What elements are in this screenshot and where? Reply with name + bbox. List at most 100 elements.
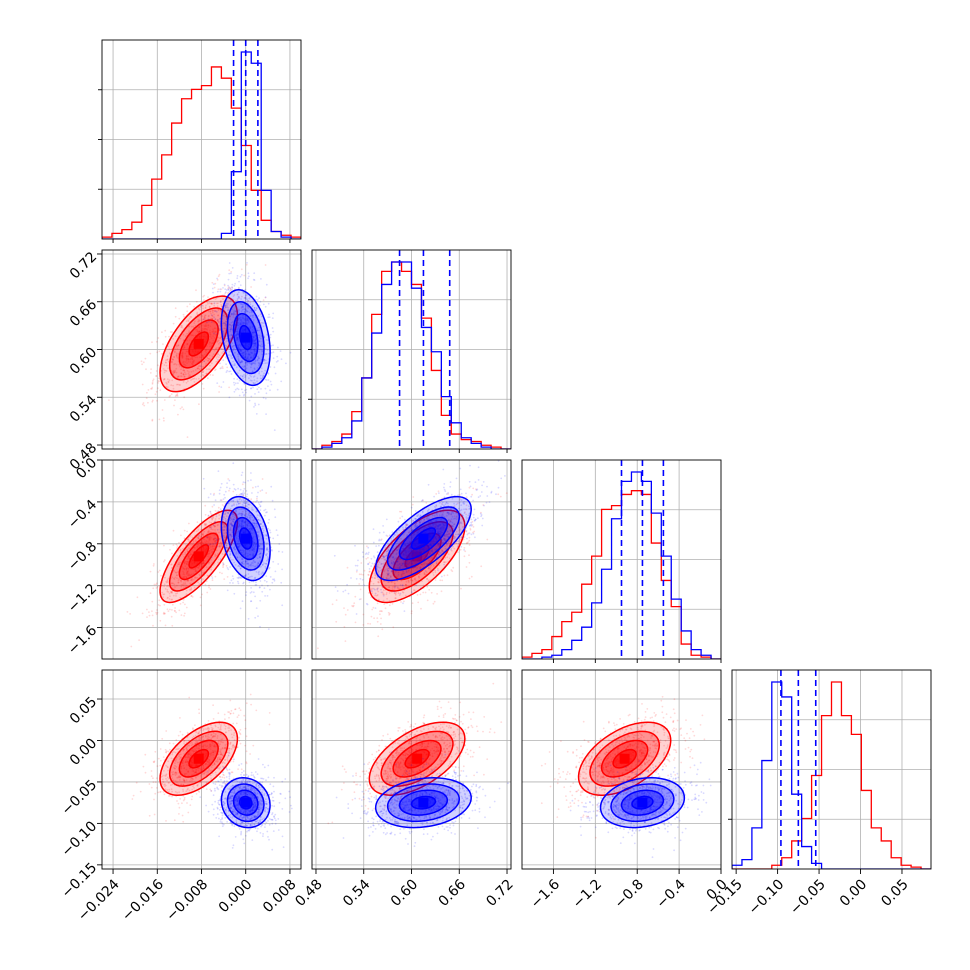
sample-point: [198, 330, 201, 333]
sample-point: [240, 360, 243, 362]
sample-point: [210, 548, 213, 551]
sample-point: [198, 308, 201, 311]
sample-point: [209, 588, 212, 590]
sample-point: [223, 294, 226, 297]
sample-point: [219, 541, 222, 544]
sample-point: [186, 310, 189, 313]
sample-point: [251, 575, 253, 578]
sample-point: [434, 579, 437, 581]
sample-point: [254, 345, 257, 347]
sample-point: [201, 533, 204, 536]
sample-point: [225, 363, 228, 366]
sample-point: [162, 368, 165, 370]
sample-point: [197, 367, 200, 369]
sample-point: [196, 576, 199, 579]
sample-point: [158, 418, 161, 421]
sample-point: [232, 360, 235, 363]
sample-point: [265, 353, 268, 355]
sample-point: [208, 562, 210, 565]
sample-point: [238, 359, 240, 362]
sample-point: [256, 359, 259, 362]
sample-point: [255, 516, 258, 519]
sample-point: [245, 591, 248, 593]
sample-point: [205, 322, 208, 324]
sample-point: [207, 553, 210, 555]
sample-point: [383, 603, 386, 605]
sample-point: [451, 570, 454, 573]
sample-point: [468, 554, 470, 557]
sample-point: [152, 379, 154, 382]
sample-point: [230, 327, 232, 329]
sample-point: [391, 531, 394, 533]
sample-point: [197, 581, 200, 584]
sample-point: [223, 528, 225, 531]
sample-point: [150, 387, 152, 390]
sample-point: [194, 577, 197, 580]
sample-point: [403, 600, 405, 603]
sample-point: [170, 591, 173, 594]
sample-point: [263, 525, 266, 527]
sample-point: [246, 262, 248, 264]
sample-point: [238, 524, 241, 527]
sample-point: [166, 581, 169, 583]
sample-point: [197, 377, 200, 380]
sample-point: [229, 554, 232, 557]
sample-point: [209, 345, 211, 348]
sample-point: [229, 339, 232, 342]
sample-point: [171, 603, 174, 606]
sample-point: [208, 552, 210, 555]
sample-point: [216, 320, 219, 323]
sample-point: [236, 293, 239, 296]
sample-point: [210, 512, 212, 515]
sample-point: [189, 361, 192, 363]
sample-point: [233, 362, 236, 365]
sample-point: [171, 576, 174, 579]
sample-point: [367, 551, 370, 554]
sample-point: [486, 538, 489, 541]
sample-point: [182, 584, 185, 586]
sample-point: [236, 330, 239, 333]
sample-point: [246, 318, 249, 321]
sample-point: [155, 583, 158, 586]
sample-point: [196, 313, 198, 315]
sample-point: [391, 603, 394, 605]
sample-point: [240, 345, 242, 348]
sample-point: [213, 337, 216, 339]
sample-point: [224, 292, 227, 295]
sample-point: [209, 335, 212, 338]
sample-point: [198, 565, 201, 568]
sample-point: [171, 358, 174, 360]
sample-point: [108, 399, 110, 401]
sample-point: [217, 564, 219, 567]
sample-point: [185, 357, 188, 360]
sample-point: [472, 516, 475, 519]
sample-point: [155, 375, 158, 377]
sample-point: [272, 537, 275, 540]
sample-point: [374, 607, 377, 609]
sample-point: [252, 591, 255, 594]
sample-point: [343, 607, 345, 609]
sample-point: [244, 552, 247, 555]
sample-point: [182, 566, 185, 569]
sample-point: [152, 587, 155, 590]
sample-point: [354, 621, 357, 624]
sample-point: [217, 356, 220, 358]
sample-point: [191, 578, 193, 581]
sample-point: [253, 349, 256, 351]
sample-point: [209, 546, 212, 548]
sample-point: [183, 363, 186, 366]
sample-point: [241, 375, 244, 378]
sample-point: [219, 328, 222, 331]
sample-point: [251, 304, 254, 307]
sample-point: [211, 518, 214, 521]
sample-point: [258, 348, 261, 351]
sample-point: [247, 300, 250, 302]
sample-point: [211, 302, 213, 305]
sample-point: [160, 574, 162, 577]
sample-point: [151, 399, 154, 402]
sample-point: [178, 384, 181, 386]
sample-point: [252, 544, 255, 546]
sample-point: [167, 380, 170, 383]
sample-point: [237, 345, 240, 347]
sample-point: [254, 338, 257, 341]
